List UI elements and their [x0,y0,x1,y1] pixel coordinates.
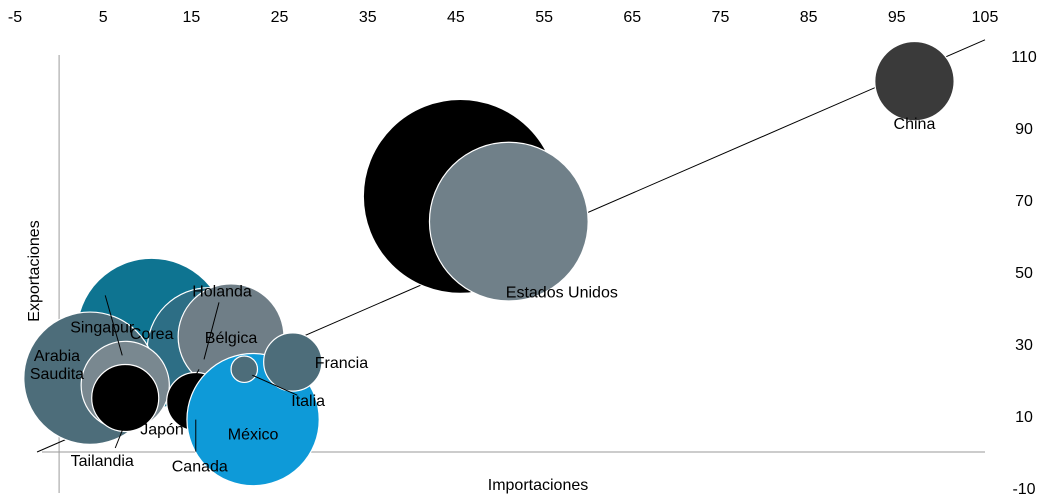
bubble-label: Estados Unidos [506,285,618,302]
x-tick-label: 105 [972,9,999,26]
y-axis-title: Exportaciones [26,220,43,321]
y-tick-label: 10 [1015,409,1033,426]
bubble-label: China [894,116,936,133]
x-tick-label: 25 [271,9,289,26]
bubble-label: México [228,427,279,444]
x-tick-label: 85 [800,9,818,26]
leader-line [173,369,200,415]
y-tick-label: 50 [1015,265,1033,282]
y-tick-label: -10 [1012,481,1035,498]
leader-line [104,295,123,356]
bubble-label: Singapur [70,319,135,336]
bubble [230,355,259,384]
bubble-label: Tailandia [71,453,134,470]
x-tick-label: 5 [99,9,108,26]
bubble-label: Arabia Saudita [30,348,84,383]
y-tick-label: 110 [1011,49,1037,66]
bubble [263,332,323,392]
leader-line [252,374,298,396]
x-tick-label: -5 [8,9,22,26]
y-tick-label: 70 [1015,193,1033,210]
bubble-label: Francia [315,355,368,372]
bubble-label: Corea [130,326,174,343]
bubble-label: Holanda [192,283,252,300]
tick-layer: -5 5 15 25 35 45 55 65 75 85 95 105 110 90 70 50 30 10 -10 [8,9,1037,498]
x-tick-label: 15 [182,9,200,26]
leader-line [114,427,124,449]
x-tick-label: 55 [535,9,553,26]
bubble-label: Alemania [427,125,494,142]
bubble-label: Bélgica [205,330,258,347]
label-layer: China Alemania Estados Unidos Corea Holanda B… [30,116,936,475]
bubble-label: Canada [172,459,228,476]
bubble-layer [23,40,955,487]
bubble-label: Japón [140,421,184,438]
x-tick-label: 45 [447,9,465,26]
bubble-label: Italia [291,393,325,410]
y-tick-label: 30 [1015,337,1033,354]
x-axis-title: Importaciones [488,477,589,494]
bubble [428,141,589,302]
bubble [91,363,160,433]
x-tick-label: 35 [359,9,377,26]
bubble [874,40,955,122]
x-tick-label: 95 [888,9,906,26]
y-tick-label: 90 [1015,121,1033,138]
x-tick-label: 75 [712,9,730,26]
leader-layer [104,295,298,452]
leader-line [203,302,220,360]
x-tick-label: 65 [623,9,641,26]
